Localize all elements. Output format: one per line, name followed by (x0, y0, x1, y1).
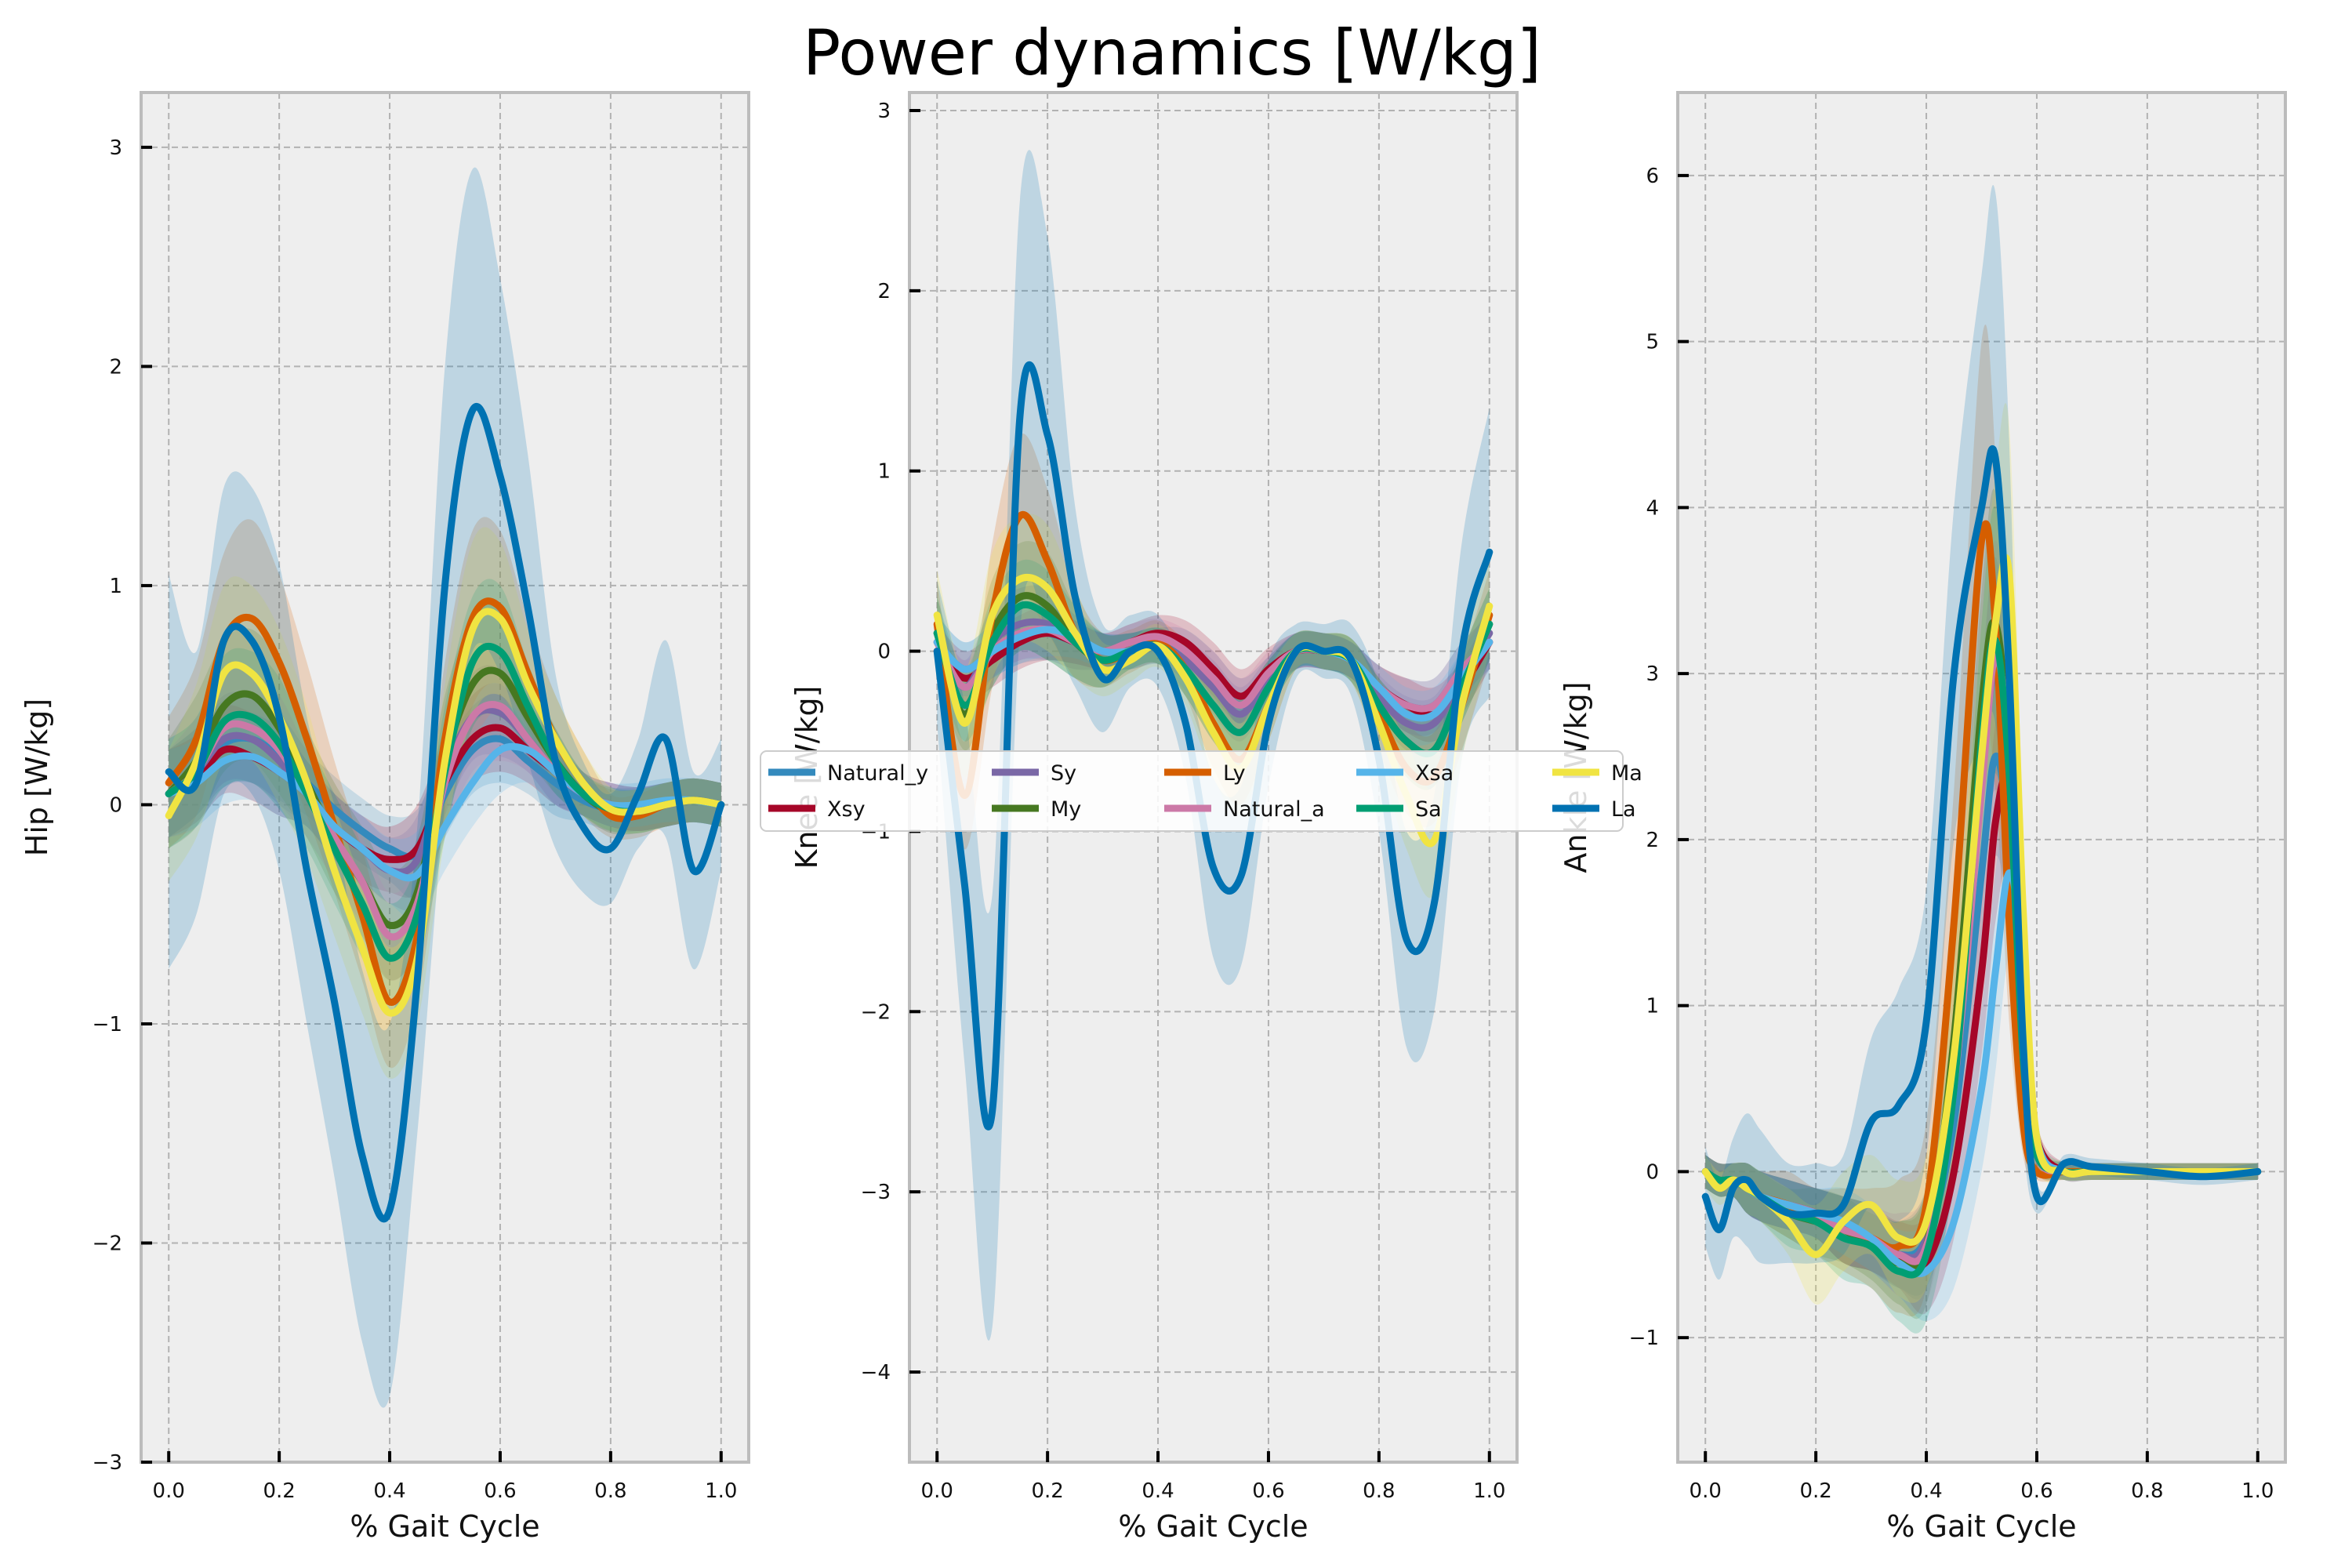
x-tick-label: 1.0 (2241, 1479, 2274, 1503)
legend-box (760, 750, 1624, 832)
axes-frame (140, 91, 750, 1464)
y-tick-label: −2 (93, 1232, 122, 1255)
chart-title: Power dynamics [W/kg] (803, 16, 1541, 89)
legend-label: Xsy (827, 797, 866, 822)
x-tick-label: 0.2 (263, 1479, 295, 1503)
series-sy (933, 618, 1494, 731)
legend-item-xsy: Xsy (768, 797, 866, 822)
y-tick-label: −2 (861, 1000, 891, 1024)
x-tick-label: 0.0 (1690, 1479, 1722, 1503)
x-tick-label: 0.0 (153, 1479, 185, 1503)
band-sa (1705, 506, 2258, 1334)
x-tick-label: 0.0 (921, 1479, 953, 1503)
axes-frame (1676, 91, 2287, 1464)
y-axis-label: Hip [W/kg] (20, 699, 54, 857)
y-tick-label: 2 (1646, 829, 1659, 852)
y-tick-label: 5 (1646, 331, 1659, 354)
legend-label: Sa (1415, 797, 1442, 822)
x-tick-label: 0.8 (2131, 1479, 2163, 1503)
y-tick-label: −1 (1629, 1327, 1659, 1350)
legend-label: Sy (1051, 761, 1076, 786)
y-tick-label: 0 (109, 793, 122, 817)
legend-item-sa: Sa (1356, 797, 1442, 822)
y-tick-label: 6 (1646, 165, 1659, 188)
legend-item-ma: Ma (1552, 761, 1642, 786)
y-tick-label: 4 (1646, 496, 1659, 520)
x-axis-label: % Gait Cycle (1118, 1509, 1308, 1544)
band-ma (169, 527, 721, 1079)
panel-hip: 0.0 0.2 0.4 0.6 0.8 1.0 −3 −2 −1 0 1 2 3 % Gait Cycle… (20, 91, 750, 1544)
x-tick-label: 1.0 (705, 1479, 737, 1503)
y-tick-label: 1 (109, 575, 122, 598)
y-tick-label: 0 (877, 641, 891, 664)
legend-label: My (1051, 797, 1081, 822)
legend-item-sy: Sy (992, 761, 1076, 786)
legend-label: Natural_y (827, 761, 928, 786)
y-tick-label: −3 (861, 1181, 891, 1204)
y-tick-label: 1 (877, 460, 891, 484)
y-tick-label: 2 (877, 280, 891, 303)
x-tick-label: 0.4 (373, 1479, 405, 1503)
y-tick-label: −4 (861, 1361, 891, 1385)
y-tick-label: 3 (109, 136, 122, 160)
legend-item-xsa: Xsa (1356, 761, 1454, 786)
band-xsa (169, 705, 721, 920)
series-sa (933, 601, 1494, 757)
x-tick-label: 0.4 (1910, 1479, 1942, 1503)
legend: Natural_y Xsy Sy My Ly Natural_a Xsa Sa Ma La (760, 750, 1642, 832)
y-tick-label: 2 (109, 355, 122, 379)
series-xsa (165, 742, 725, 882)
legend-item-ly: Ly (1164, 761, 1246, 786)
legend-item-natural-y: Natural_y (768, 761, 928, 786)
legend-item-natural-a: Natural_a (1164, 797, 1325, 822)
y-tick-label: 3 (877, 100, 891, 123)
x-tick-label: 0.8 (1363, 1479, 1395, 1503)
x-tick-label: 0.2 (1031, 1479, 1063, 1503)
y-tick-label: 1 (1646, 995, 1659, 1018)
legend-item-my: My (992, 797, 1081, 822)
x-axis-label: % Gait Cycle (1886, 1509, 2076, 1544)
legend-label: Ly (1223, 761, 1246, 786)
series-la (165, 403, 725, 1223)
x-tick-label: 0.4 (1142, 1479, 1174, 1503)
y-tick-label: −3 (93, 1451, 122, 1475)
y-tick-label: 0 (1646, 1160, 1659, 1184)
x-tick-label: 0.6 (2020, 1479, 2053, 1503)
x-tick-label: 1.0 (1473, 1479, 1505, 1503)
legend-label: Xsa (1415, 761, 1454, 786)
x-axis-label: % Gait Cycle (350, 1509, 539, 1544)
series-ma (165, 608, 725, 1017)
x-tick-label: 0.6 (484, 1479, 516, 1503)
series-la (933, 361, 1494, 1131)
y-tick-label: 3 (1646, 662, 1659, 686)
legend-label: Ma (1611, 761, 1642, 786)
band-natural-a (169, 648, 721, 981)
band-xsa (1705, 789, 2258, 1322)
x-tick-label: 0.6 (1252, 1479, 1284, 1503)
band-my (1705, 488, 2258, 1319)
x-tick-label: 0.8 (594, 1479, 626, 1503)
x-tick-label: 0.2 (1799, 1479, 1831, 1503)
legend-label: Natural_a (1223, 797, 1325, 822)
series-la (1701, 445, 2262, 1234)
legend-item-la: La (1552, 797, 1636, 822)
legend-label: La (1611, 797, 1636, 822)
y-tick-label: −1 (93, 1013, 122, 1036)
